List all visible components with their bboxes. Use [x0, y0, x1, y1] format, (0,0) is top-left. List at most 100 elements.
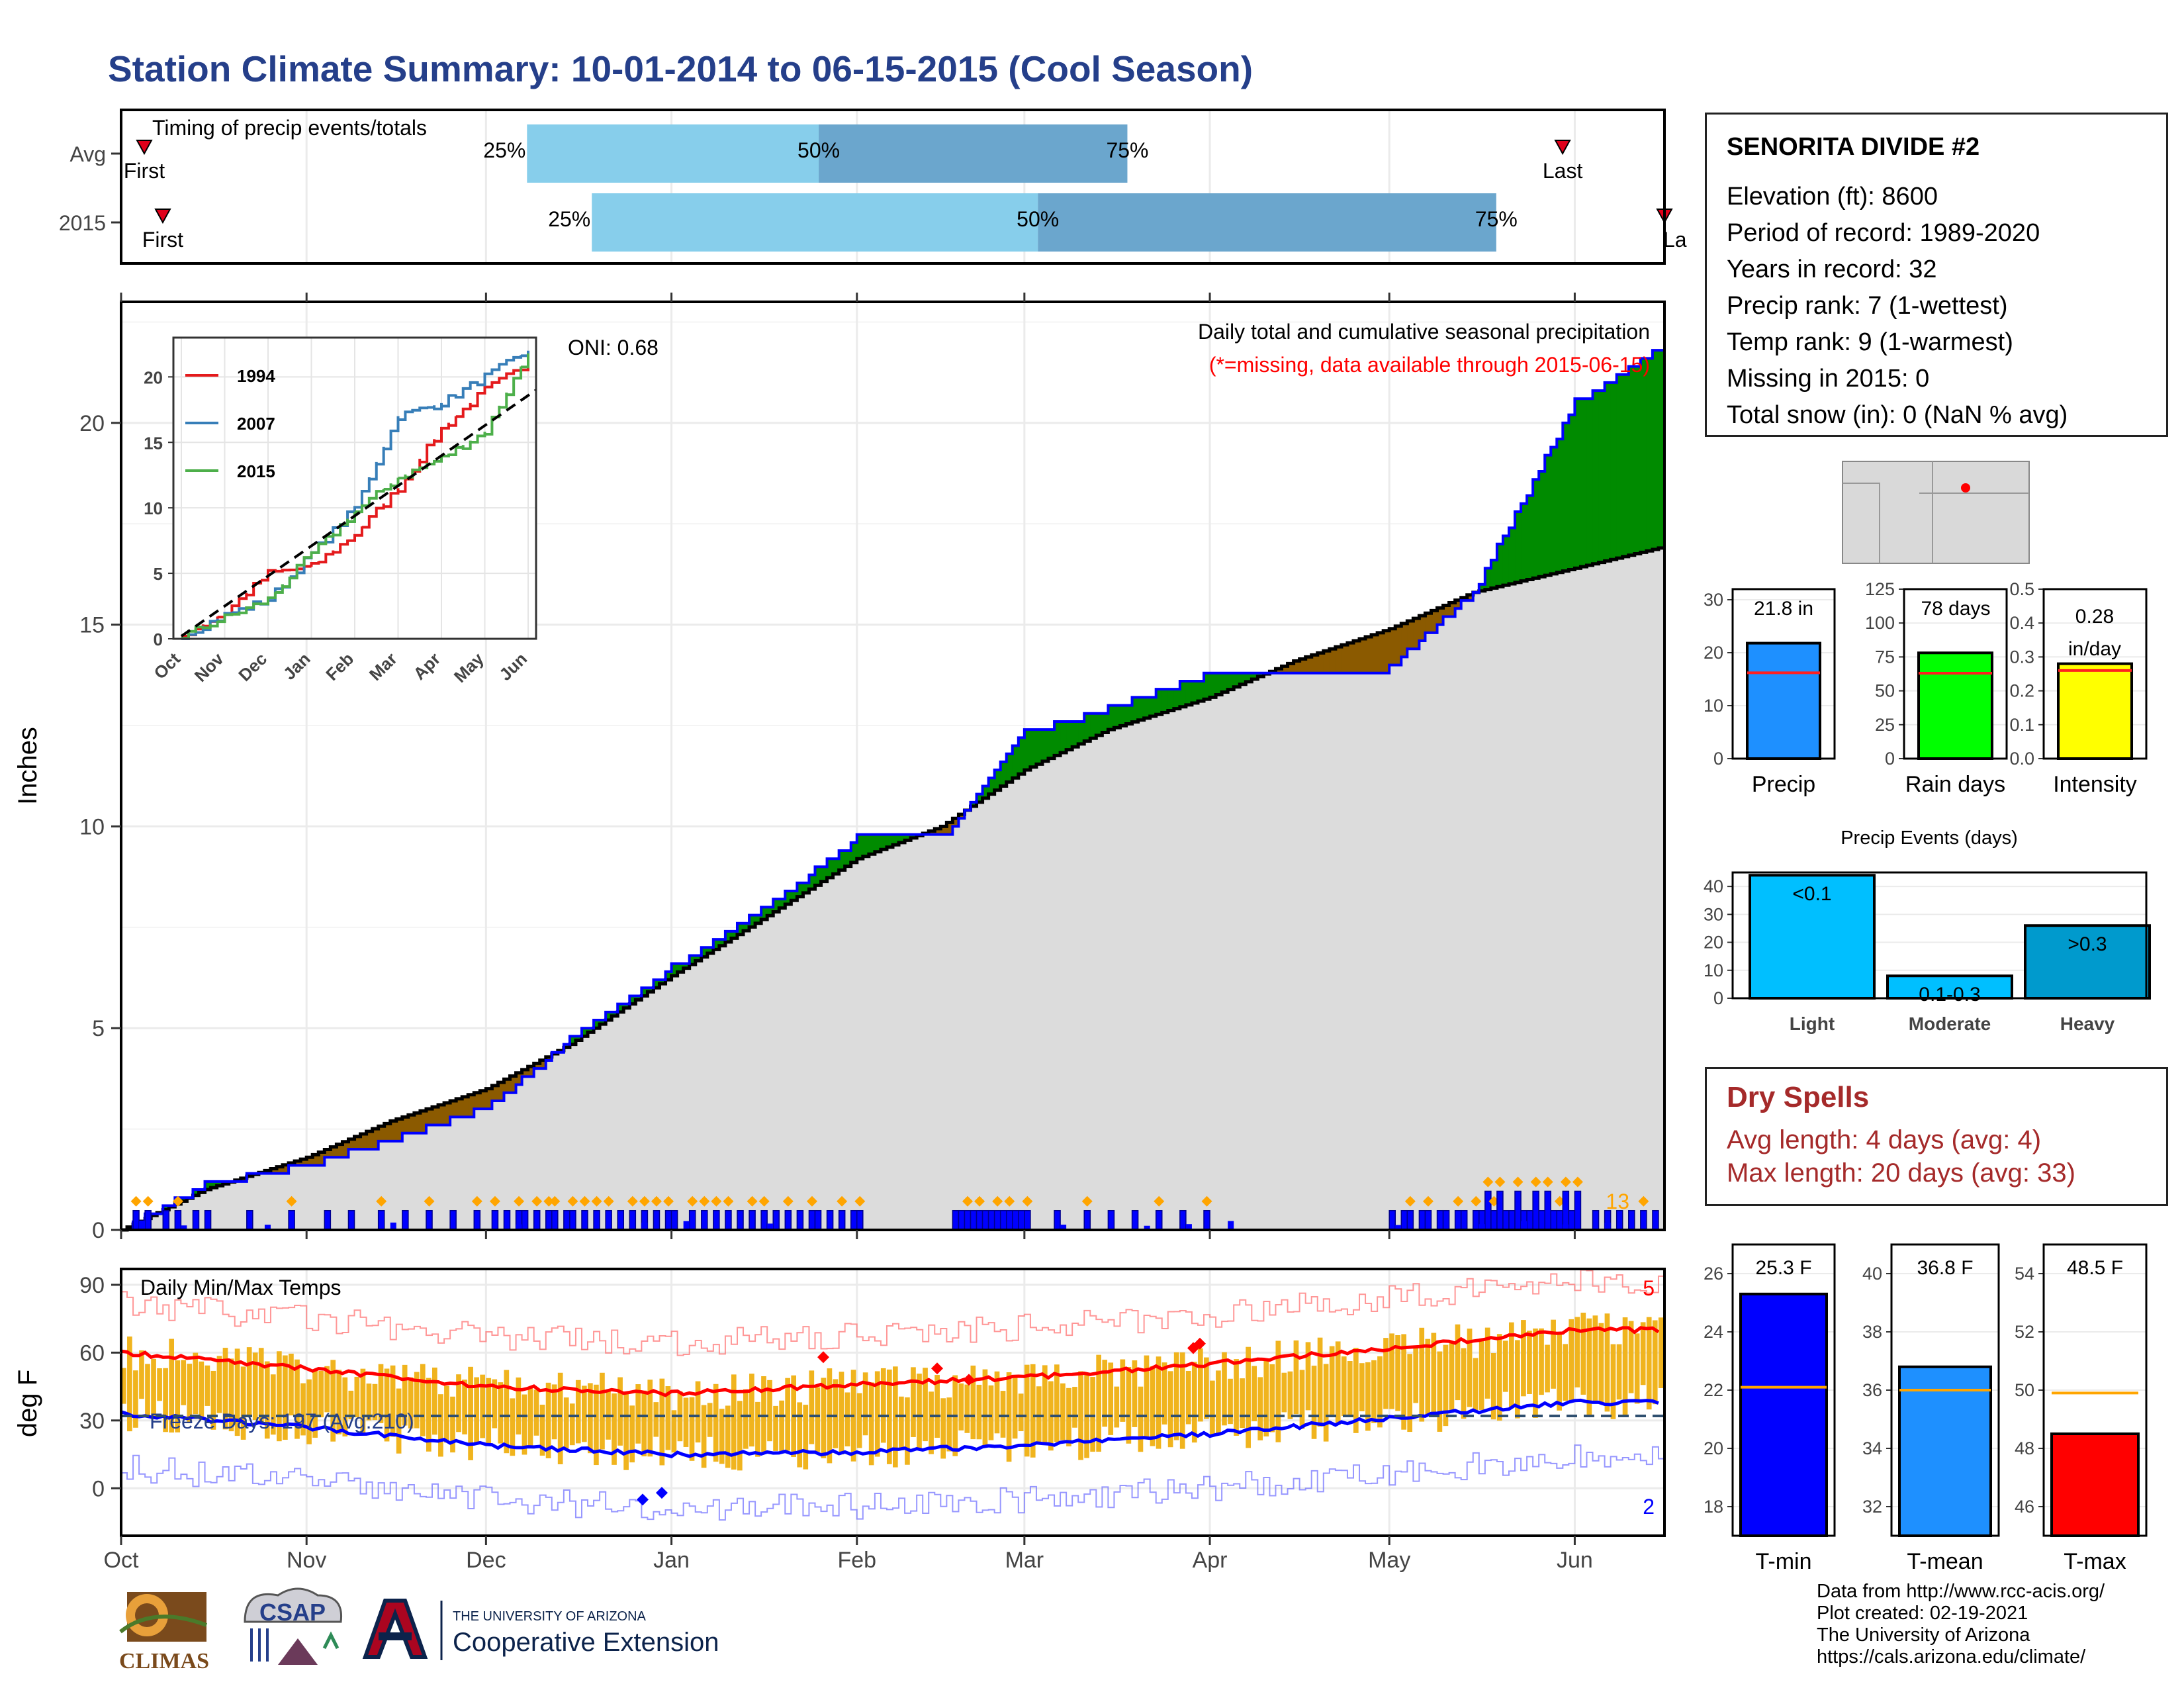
daily-temp-bar: [354, 1376, 360, 1418]
daily-temp-bar: [1616, 1344, 1622, 1400]
heavy-marker: [723, 1196, 734, 1207]
daily-temp-bar: [1341, 1356, 1347, 1417]
daily-precip-bar: [814, 1209, 822, 1231]
anomaly-fill: [749, 915, 756, 927]
mini-y-label: 36: [1862, 1380, 1882, 1400]
anomaly-fill: [1084, 713, 1091, 741]
temp-chart-title: Daily Min/Max Temps: [140, 1276, 341, 1299]
anomaly-fill: [1299, 659, 1306, 673]
station-elevation: Elevation (ft): 8600: [1727, 183, 1938, 211]
station-precip-rank: Precip rank: 7 (1-wettest): [1727, 292, 2008, 320]
pct-label: 25%: [548, 207, 590, 231]
daily-precip-bar: [664, 1209, 672, 1231]
timing-marker-label: First: [142, 228, 183, 252]
heavy-marker: [603, 1196, 614, 1207]
anomaly-fill: [934, 828, 941, 835]
mini-frame: [2042, 1243, 2148, 1537]
anomaly-fill: [504, 1079, 511, 1093]
anomaly-fill: [1515, 511, 1522, 583]
mini-value-label: 36.8 F: [1917, 1257, 1973, 1279]
mini-y-label: 22: [1704, 1380, 1723, 1400]
credit-line: https://cals.arizona.edu/climate/: [1817, 1646, 2086, 1667]
anomaly-fill: [1652, 350, 1659, 550]
daily-temp-bar: [1407, 1354, 1413, 1432]
daily-temp-bar: [504, 1370, 510, 1454]
daily-precip-bar: [970, 1209, 978, 1231]
daily-temp-bar: [1359, 1363, 1365, 1411]
daily-precip-bar: [174, 1209, 182, 1231]
mini-category-label: Precip: [1752, 772, 1815, 797]
daily-temp-bar: [1628, 1321, 1634, 1393]
anomaly-fill: [1132, 697, 1139, 722]
anomaly-fill: [1210, 673, 1216, 698]
anomaly-fill: [623, 1004, 630, 1008]
mini-y-label: 0.1: [2009, 715, 2034, 735]
daily-temp-bar: [1263, 1360, 1269, 1436]
ua-line2: Cooperative Extension: [453, 1628, 719, 1657]
daily-temp-bar: [1383, 1338, 1388, 1409]
daily-temp-bar: [617, 1377, 623, 1446]
dry-spells-max: Max length: 20 days (avg: 33): [1727, 1158, 2075, 1188]
mini-frame: [1890, 1243, 2000, 1537]
anomaly-fill: [444, 1102, 451, 1125]
daily-temp-bar: [905, 1397, 910, 1465]
anomaly-fill: [366, 1131, 373, 1150]
mini-y-label: 0: [1713, 988, 1723, 1008]
anomaly-fill: [1592, 391, 1600, 564]
daily-precip-bar: [533, 1209, 541, 1231]
mini-category-label: T-mean: [1907, 1549, 1983, 1574]
oni-label: ONI: 0.68: [568, 336, 659, 359]
anomaly-fill: [874, 834, 882, 852]
daily-temp-bar: [1191, 1362, 1197, 1443]
anomaly-fill: [372, 1129, 379, 1150]
heavy-marker: [1542, 1176, 1553, 1188]
heavy-marker: [549, 1196, 561, 1207]
daily-temp-bar: [336, 1370, 342, 1434]
daily-temp-bar: [1054, 1364, 1060, 1442]
anomaly-fill: [1496, 543, 1504, 587]
anomaly-fill: [1563, 422, 1569, 571]
daily-temp-bar: [1114, 1386, 1120, 1428]
anomaly-fill: [629, 996, 636, 1004]
anomaly-fill: [641, 988, 649, 996]
daily-temp-bar: [1604, 1313, 1610, 1412]
daily-temp-bar: [809, 1370, 815, 1444]
daily-temp-bar: [701, 1405, 707, 1468]
anomaly-fill: [1359, 638, 1366, 673]
anomaly-fill: [1114, 705, 1121, 728]
daily-precip-bar: [952, 1209, 960, 1231]
pct-label: 75%: [1106, 138, 1148, 162]
daily-temp-bar: [970, 1365, 976, 1440]
daily-precip-bar: [204, 1209, 212, 1231]
anomaly-fill: [1580, 399, 1588, 567]
anomaly-fill: [1138, 697, 1145, 720]
daily-temp-bar: [874, 1371, 880, 1457]
daily-precip-bar: [688, 1209, 696, 1231]
daily-temp-bar: [1281, 1372, 1287, 1413]
mini-y-label: 0: [1885, 749, 1895, 769]
daily-temp-bar: [1490, 1353, 1496, 1420]
daily-temp-bar: [940, 1398, 946, 1459]
daily-precip-bar: [1131, 1209, 1139, 1231]
record-low-marker: [637, 1493, 649, 1506]
plot-frame: [120, 1268, 1666, 1537]
anomaly-fill: [701, 947, 708, 957]
anomaly-fill: [210, 1181, 218, 1188]
timing-marker-label: Last: [1543, 159, 1583, 183]
daily-precip-bar: [569, 1209, 576, 1231]
daily-temp-bar: [839, 1372, 844, 1455]
heavy-marker: [1471, 1196, 1482, 1207]
mini-y-label: 0.2: [2009, 681, 2034, 701]
anomaly-fill: [970, 802, 978, 806]
anomaly-fill: [1054, 721, 1061, 756]
anomaly-fill: [839, 851, 846, 870]
anomaly-fill: [1066, 721, 1073, 750]
anomaly-fill: [779, 899, 786, 908]
daily-precip-bar: [347, 1209, 355, 1231]
daily-temp-bar: [557, 1372, 563, 1465]
daily-temp-bar: [737, 1401, 743, 1471]
heavy-marker: [471, 1196, 482, 1207]
daily-temp-bar: [1521, 1320, 1526, 1397]
timing-marker: [1554, 140, 1571, 156]
mini-y-label: 52: [2015, 1322, 2034, 1342]
